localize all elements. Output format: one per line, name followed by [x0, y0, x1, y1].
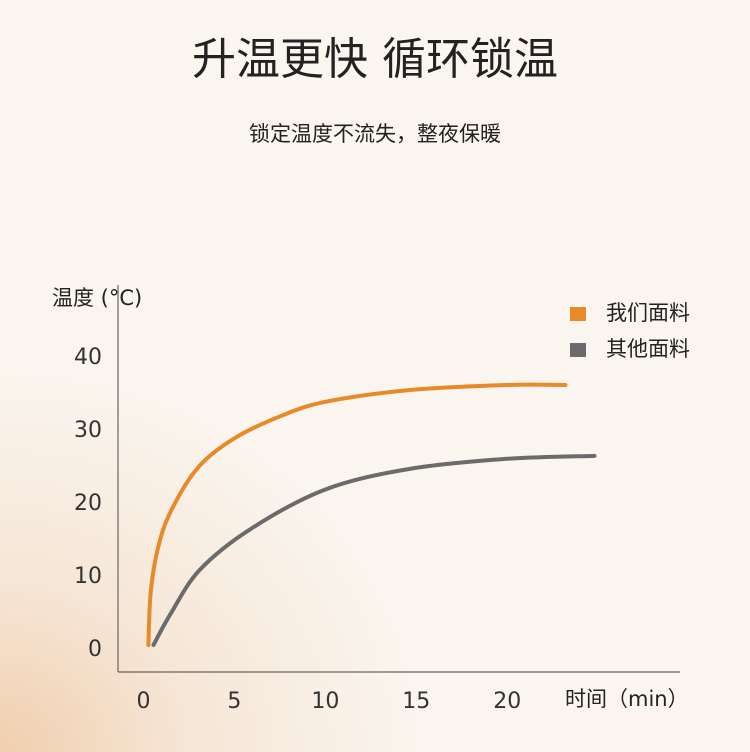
series-line	[146, 382, 568, 647]
x-tick-label: 5	[227, 689, 241, 714]
y-axis-label: 温度 (°C)	[52, 286, 142, 310]
chart-subtitle: 锁定温度不流失，整夜保暖	[249, 122, 501, 146]
y-tick-label: 30	[74, 418, 102, 443]
x-tick-label: 10	[311, 689, 339, 714]
y-tick-label: 10	[74, 564, 102, 589]
x-tick-label: 20	[493, 689, 521, 714]
legend-swatch	[570, 343, 586, 357]
x-tick-label: 15	[402, 689, 430, 714]
y-tick-label: 0	[88, 637, 102, 662]
series-line	[151, 453, 597, 647]
legend-swatch	[570, 307, 586, 321]
chart-title: 升温更快 循环锁温	[192, 34, 558, 85]
x-axis-label: 时间（min）	[565, 687, 689, 711]
legend-label: 其他面料	[606, 337, 690, 361]
y-tick-label: 20	[74, 491, 102, 516]
x-tick-label: 0	[136, 689, 150, 714]
legend-label: 我们面料	[606, 301, 690, 325]
y-tick-label: 40	[74, 345, 102, 370]
